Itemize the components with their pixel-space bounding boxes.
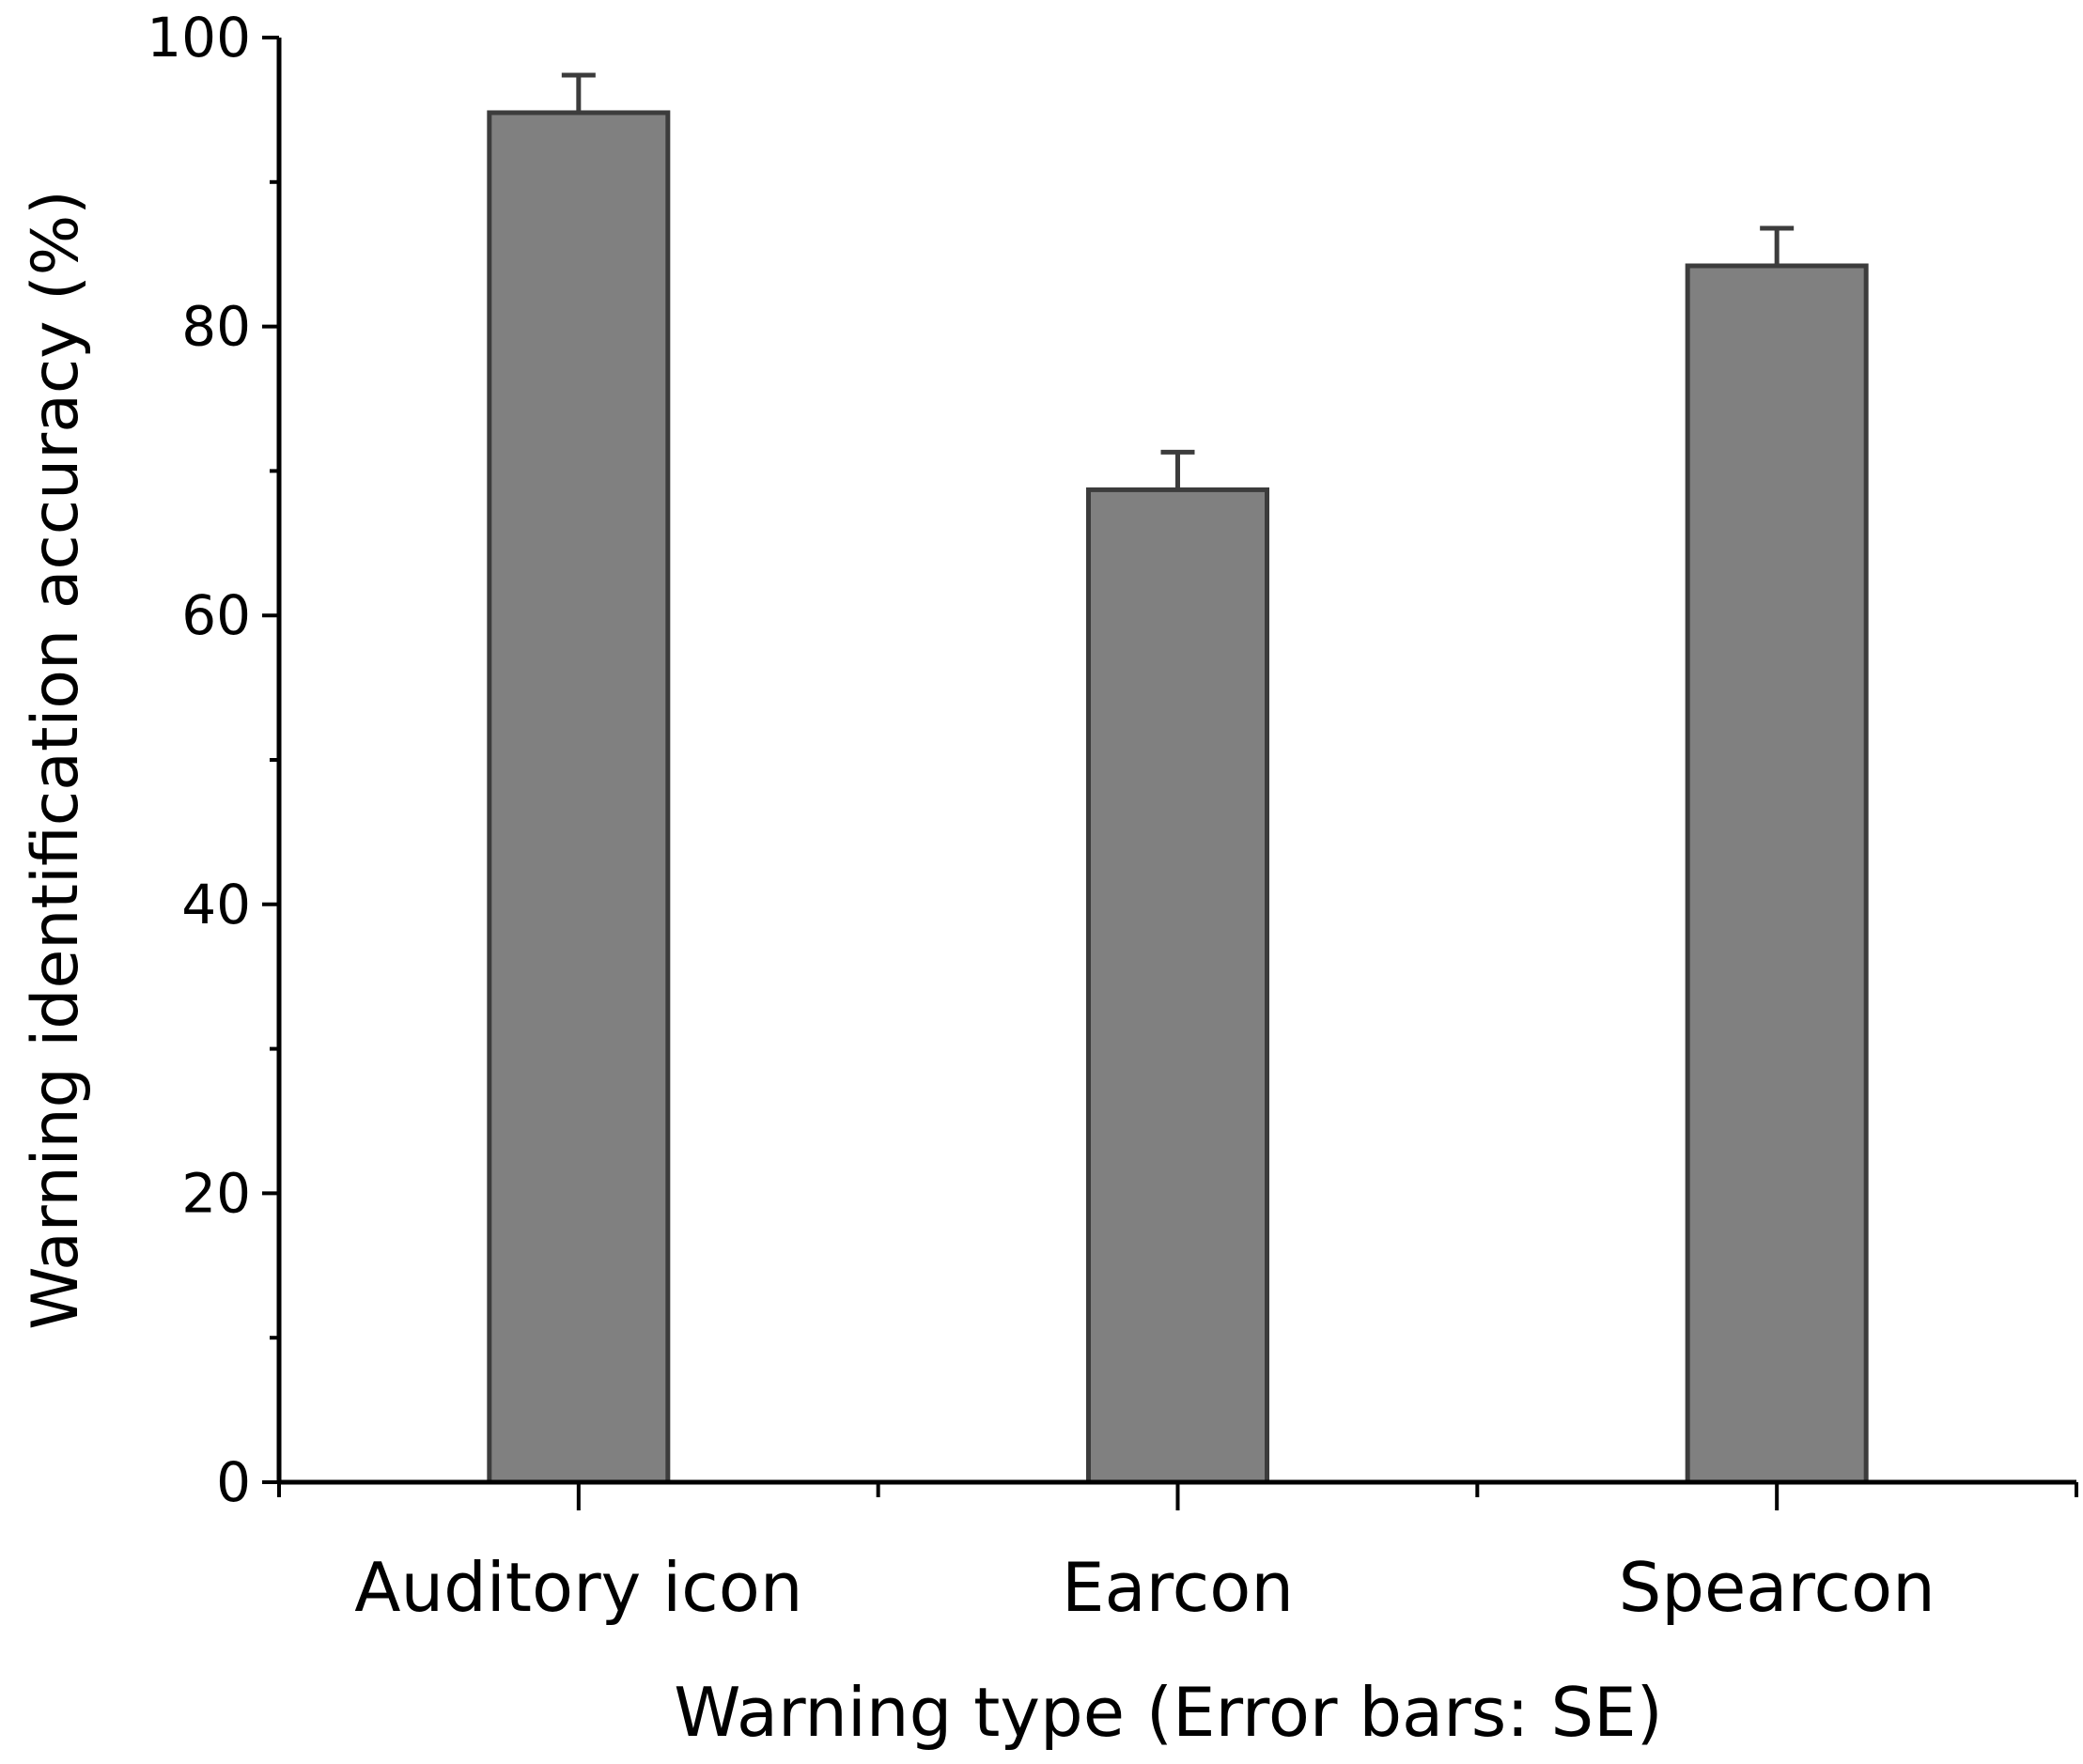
y-tick-label: 20 (181, 1161, 251, 1225)
bar-auditory-icon (487, 110, 671, 1485)
bar-earcon (1086, 487, 1269, 1485)
error-bar-spearcon (1760, 225, 1795, 267)
error-bars-layer (561, 72, 1795, 490)
error-bar-earcon (1160, 449, 1195, 490)
y-ticks-layer: 0 20 40 60 80 100 (147, 6, 279, 1514)
bars-layer (487, 110, 1869, 1485)
bar-spearcon (1685, 263, 1869, 1485)
y-tick-label: 100 (147, 6, 251, 70)
x-axis-title: Warning type (Error bars: SE) (674, 1673, 1662, 1752)
x-tick-label-earcon: Earcon (1062, 1548, 1294, 1627)
error-bar-auditory-icon (561, 72, 596, 113)
x-tick-label-auditory-icon: Auditory icon (354, 1548, 802, 1627)
y-tick-label: 60 (181, 583, 251, 647)
y-axis-title: Warning identification accuracy (%) (19, 190, 93, 1330)
y-tick-label: 0 (216, 1450, 251, 1514)
y-tick-label: 40 (181, 873, 251, 936)
y-tick-label: 80 (181, 295, 251, 359)
x-tick-label-spearcon: Spearcon (1619, 1548, 1935, 1627)
x-ticks-layer: Auditory icon Earcon Spearcon (277, 1482, 2078, 1627)
